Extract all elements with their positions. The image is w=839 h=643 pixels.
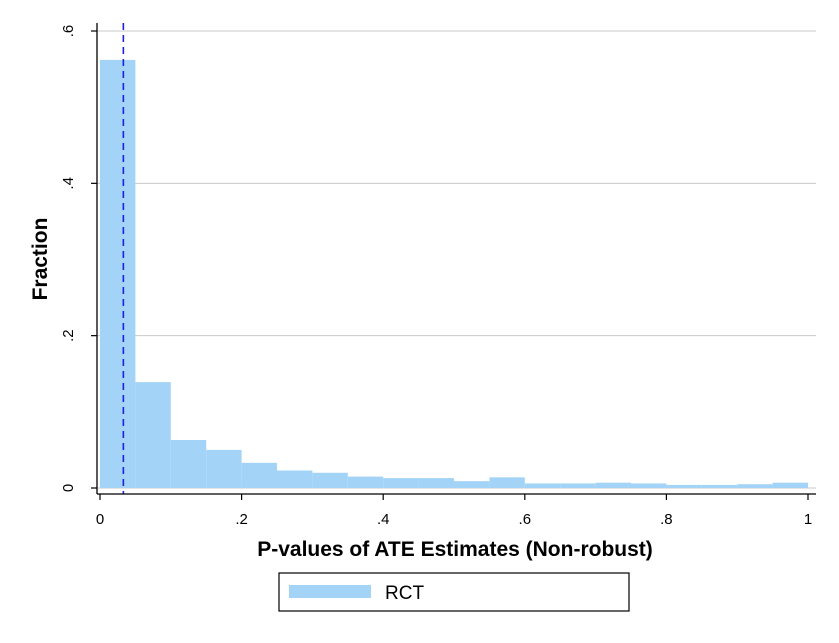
legend-swatch-rct (289, 585, 371, 598)
x-axis-title: P-values of ATE Estimates (Non-robust) (257, 538, 653, 561)
bar-7 (347, 476, 384, 488)
bar-4 (241, 462, 277, 488)
x-tick-label-3: .6 (519, 511, 532, 528)
bar-5 (277, 470, 313, 488)
y-tick-label-0: 0 (60, 484, 77, 492)
bar-18 (737, 484, 773, 488)
bar-16 (666, 484, 702, 488)
y-axis-ticks: 0 .2 .4 .6 (60, 25, 97, 492)
y-axis-title: Fraction (29, 218, 52, 301)
bar-19 (772, 482, 808, 488)
bar-11 (489, 477, 525, 488)
axes (96, 23, 816, 495)
bar-15 (631, 483, 667, 488)
legend-label-rct: RCT (385, 583, 424, 604)
bar-17 (701, 484, 738, 488)
bar-9 (418, 478, 454, 488)
bar-0 (100, 59, 136, 489)
x-tick-label-5: 1 (804, 511, 812, 528)
x-tick-label-2: .4 (377, 511, 390, 528)
x-axis-ticks: 0 .2 .4 .6 .8 1 (96, 494, 812, 528)
bar-14 (595, 482, 631, 488)
bar-13 (560, 483, 596, 488)
legend: RCT (278, 572, 630, 612)
bar-3 (206, 449, 242, 488)
y-tick-label-3: .6 (60, 25, 77, 38)
x-tick-label-1: .2 (235, 511, 248, 528)
bar-8 (383, 478, 419, 488)
bar-1 (135, 382, 171, 488)
histogram-bars (100, 59, 808, 489)
y-tick-label-2: .4 (60, 177, 77, 190)
bar-10 (454, 481, 490, 488)
x-tick-label-0: 0 (96, 511, 104, 528)
x-tick-label-4: .8 (660, 511, 673, 528)
bar-12 (524, 483, 561, 488)
bar-6 (312, 472, 348, 488)
bar-2 (170, 440, 207, 488)
gridlines (97, 30, 816, 489)
y-tick-label-1: .2 (60, 329, 77, 342)
